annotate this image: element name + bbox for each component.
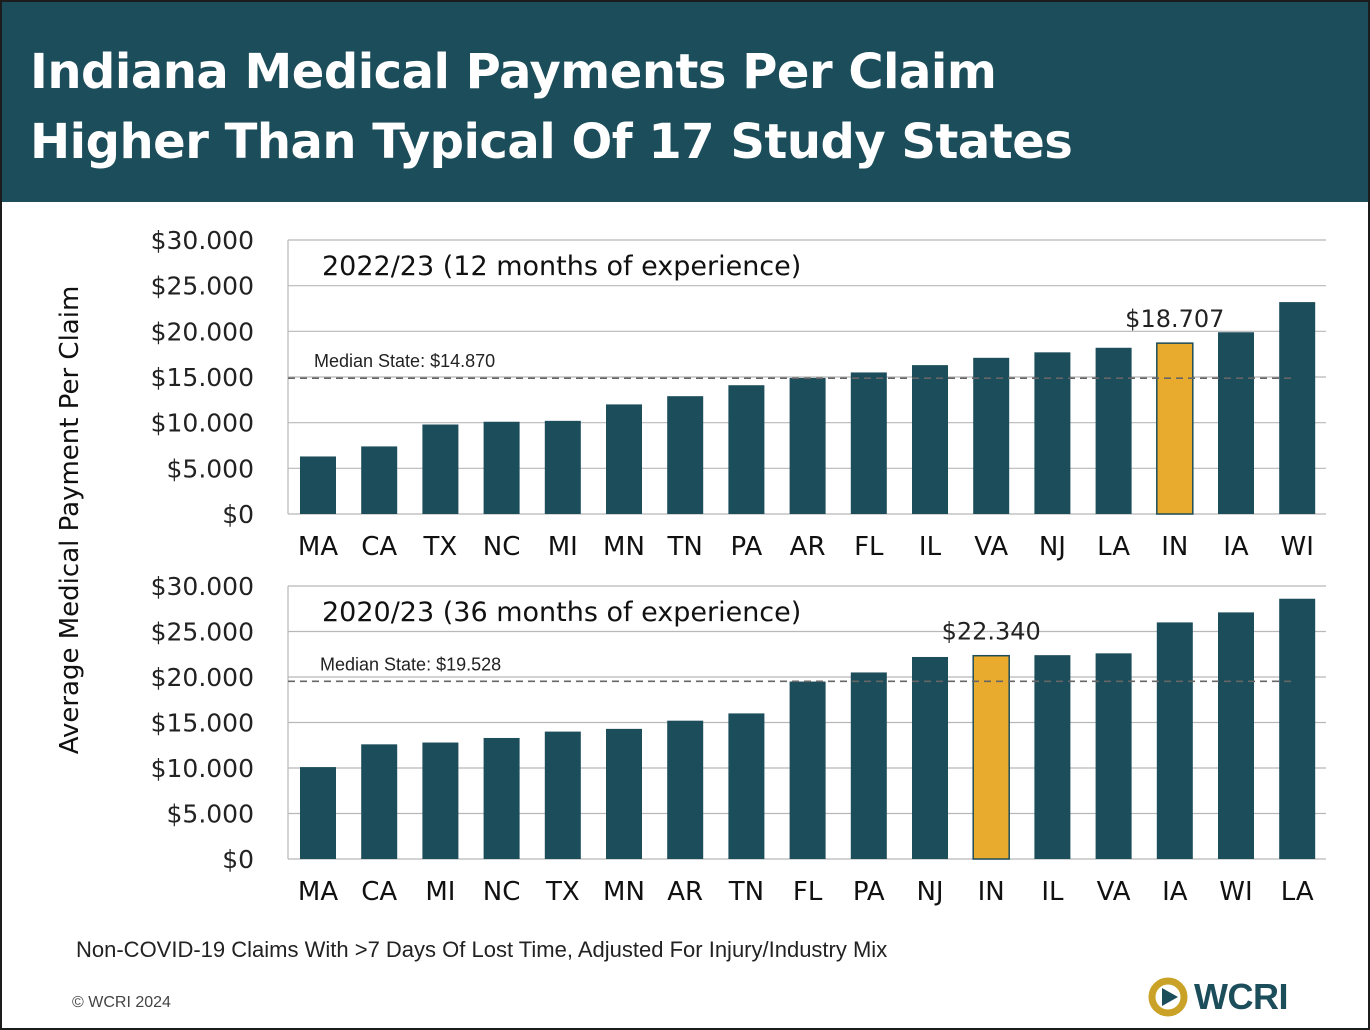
bar-ca: [361, 446, 398, 514]
x-tick-label: VA: [1097, 877, 1131, 907]
bar-il: [1034, 655, 1071, 859]
y-tick-label: $15.000: [151, 363, 254, 392]
y-tick-label: $25.000: [151, 618, 254, 647]
bar-in: [1156, 342, 1194, 515]
x-tick-label: MN: [603, 877, 645, 907]
y-tick-label: $20.000: [151, 317, 254, 346]
x-tick-label: MN: [603, 532, 645, 562]
y-tick-label: $0: [222, 500, 254, 529]
x-tick-label: AR: [667, 877, 703, 907]
y-tick-label: $0: [222, 845, 254, 874]
bar-pa: [850, 672, 887, 859]
y-tick-label: $30.000: [151, 226, 254, 255]
x-tick-label: NJ: [1039, 532, 1066, 562]
panel-title: 2022/23 (12 months of experience): [322, 251, 801, 282]
x-tick-label: NC: [483, 532, 521, 562]
x-tick-label: IN: [978, 877, 1005, 907]
x-tick-label: TN: [667, 532, 703, 562]
y-tick-label: $10.000: [151, 754, 254, 783]
x-tick-label: IN: [1161, 532, 1188, 562]
x-tick-label: IA: [1223, 532, 1249, 562]
logo-text: WCRI: [1194, 976, 1288, 1017]
bar-ar: [667, 720, 704, 859]
title-line-1: Indiana Medical Payments Per Claim: [30, 44, 997, 100]
y-tick-label: $5.000: [167, 454, 254, 483]
bar-nj: [1034, 352, 1071, 514]
bar-in: [972, 654, 1010, 860]
title-banner: Indiana Medical Payments Per Claim Highe…: [2, 2, 1368, 202]
y-tick-label: $20.000: [151, 663, 254, 692]
bar-mi: [544, 420, 581, 514]
y-tick-label: $25.000: [151, 272, 254, 301]
copyright: © WCRI 2024: [72, 994, 171, 1011]
x-tick-label: FL: [854, 532, 884, 562]
y-tick-label: $5.000: [167, 800, 254, 829]
x-tick-label: TX: [423, 532, 458, 562]
bar-ma: [300, 767, 336, 859]
bar-mn: [606, 404, 642, 514]
x-tick-label: TX: [545, 877, 580, 907]
x-tick-label: TN: [728, 877, 764, 907]
bar-wi: [1279, 302, 1316, 514]
x-tick-label: AR: [790, 532, 826, 562]
x-tick-label: CA: [361, 532, 397, 562]
x-tick-label: VA: [974, 532, 1008, 562]
bar-wi: [1218, 612, 1254, 859]
bar-ia: [1156, 622, 1193, 859]
bar-il: [912, 365, 948, 514]
bar-la: [1095, 347, 1132, 514]
x-tick-label: WI: [1281, 532, 1314, 562]
x-tick-label: IL: [919, 532, 942, 562]
bar-tx: [422, 424, 459, 514]
x-tick-label: CA: [361, 877, 397, 907]
y-tick-label: $15.000: [151, 709, 254, 738]
x-tick-label: MI: [425, 877, 455, 907]
bar-ca: [361, 744, 398, 859]
bar-tn: [728, 713, 765, 859]
x-tick-label: PA: [853, 877, 885, 907]
x-tick-label: MI: [548, 532, 578, 562]
bar-la: [1279, 598, 1316, 859]
bar-ia: [1218, 332, 1254, 514]
x-tick-label: MA: [298, 877, 338, 907]
footnote: Non-COVID-19 Claims With >7 Days Of Lost…: [76, 937, 888, 962]
x-tick-label: NJ: [916, 877, 943, 907]
x-tick-label: PA: [730, 532, 762, 562]
wcri-swirl-logo-icon: [1148, 977, 1188, 1017]
bar-mi: [422, 742, 459, 859]
bar-mn: [606, 728, 642, 859]
x-tick-label: FL: [793, 877, 823, 907]
median-label: Median State: $19.528: [320, 654, 501, 674]
x-tick-label: MA: [298, 532, 338, 562]
bar-nc: [483, 421, 520, 514]
x-tick-label: IL: [1041, 877, 1064, 907]
bar-va: [1095, 653, 1132, 859]
x-tick-label: WI: [1219, 877, 1252, 907]
y-tick-label: $30.000: [151, 572, 254, 601]
bar-fl: [789, 681, 826, 859]
bar-fl: [850, 372, 887, 514]
panel-title: 2020/23 (36 months of experience): [322, 597, 801, 628]
bar-ma: [300, 456, 336, 514]
median-label: Median State: $14.870: [314, 351, 495, 371]
highlight-value-label: $22.340: [942, 618, 1041, 646]
bar-nc: [483, 737, 520, 859]
bar-va: [973, 357, 1010, 514]
bar-tx: [544, 731, 581, 859]
x-tick-label: LA: [1097, 532, 1130, 562]
bar-nj: [912, 656, 948, 859]
x-tick-label: IA: [1162, 877, 1188, 907]
y-tick-label: $10.000: [151, 409, 254, 438]
wcri-logo: WCRI: [1148, 974, 1308, 1020]
highlight-value-label: $18.707: [1125, 305, 1224, 333]
x-tick-label: NC: [483, 877, 521, 907]
title-line-2: Higher Than Typical Of 17 Study States: [30, 114, 1073, 170]
x-tick-label: LA: [1281, 877, 1314, 907]
bar-tn: [667, 396, 704, 514]
bar-pa: [728, 385, 765, 514]
bar-ar: [789, 377, 826, 514]
